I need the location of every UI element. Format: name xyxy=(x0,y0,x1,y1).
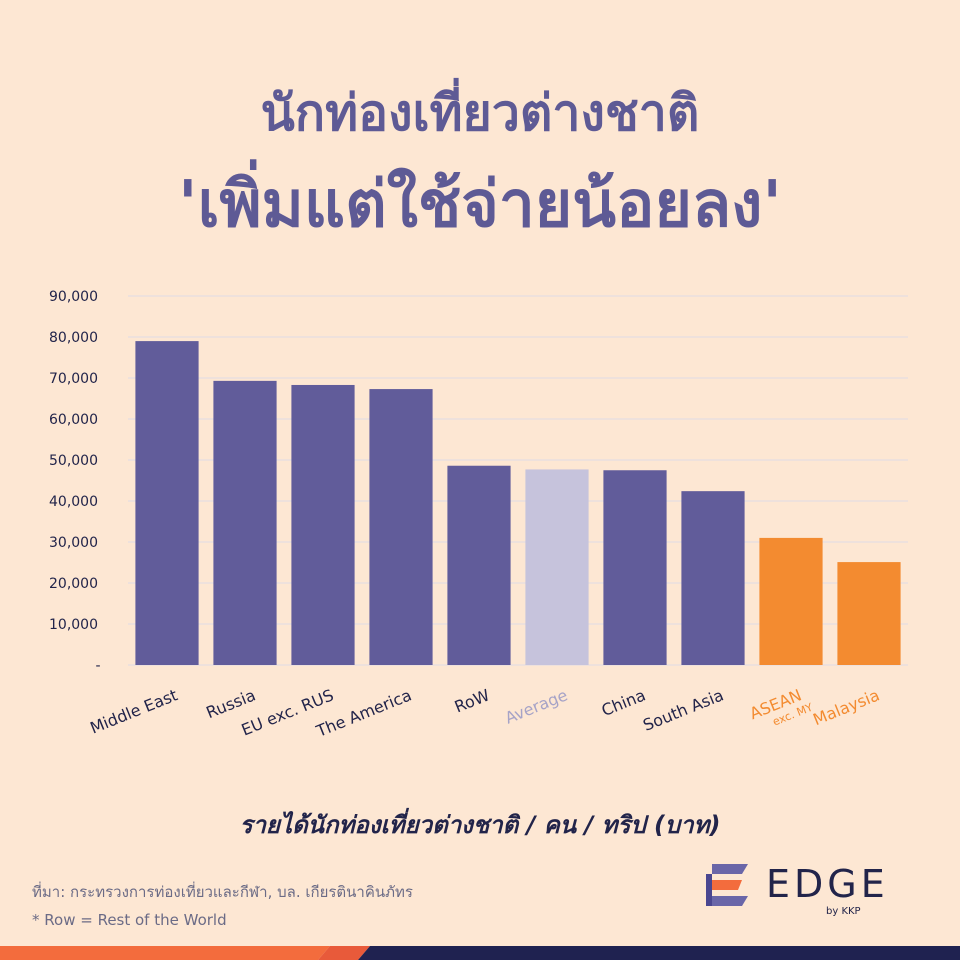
y-tick-label: 90,000 xyxy=(49,289,98,305)
x-label-group: Malaysia xyxy=(810,685,882,729)
y-tick-label: 50,000 xyxy=(49,453,98,469)
footnote: * Row = Rest of the World xyxy=(32,911,227,929)
x-tick-label: China xyxy=(599,685,648,720)
y-tick-label: 30,000 xyxy=(49,535,98,551)
x-label-group: South Asia xyxy=(640,685,726,735)
logo-wordmark: EDGE xyxy=(766,862,889,906)
bar-middle-east xyxy=(135,341,199,665)
y-tick-label: 60,000 xyxy=(49,412,98,428)
x-tick-label: South Asia xyxy=(640,685,726,735)
title-line-1: นักท่องเที่ยวต่างชาติ xyxy=(260,84,700,142)
bar-eu-exc-rus xyxy=(291,384,355,665)
bottom-stripe xyxy=(0,946,960,960)
edge-logo: EDGE by KKP xyxy=(704,860,904,920)
y-axis-ticks: - 10,000 20,000 30,000 40,000 50,000 60,000 70,… xyxy=(49,289,101,674)
x-tick-label: Average xyxy=(502,685,570,727)
y-tick-label: - xyxy=(95,658,100,674)
y-tick-label: 10,000 xyxy=(49,617,98,633)
logo-subtext: by KKP xyxy=(826,906,861,917)
chart-caption: รายได้นักท่องเที่ยวต่างชาติ / คน / ทริป … xyxy=(239,811,721,839)
bar-asean xyxy=(759,537,823,665)
x-tick-label: RoW xyxy=(452,685,493,716)
x-label-group: RoW xyxy=(452,685,493,716)
x-tick-label: Malaysia xyxy=(810,685,882,729)
x-label-group: Middle East xyxy=(87,685,180,737)
y-tick-label: 80,000 xyxy=(49,330,98,346)
bar-row xyxy=(447,465,511,665)
title-line-2: 'เพิ่มแต่ใช้จ่ายน้อยลง' xyxy=(177,168,783,242)
x-label-group: China xyxy=(599,685,648,720)
bar-chart: - 10,000 20,000 30,000 40,000 50,000 60,000 70,… xyxy=(49,289,908,741)
bar-south-asia xyxy=(681,491,745,665)
bar-the-america xyxy=(369,389,433,665)
y-tick-label: 40,000 xyxy=(49,494,98,510)
y-tick-label: 20,000 xyxy=(49,576,98,592)
y-tick-label: 70,000 xyxy=(49,371,98,387)
source-note: ที่มา: กระทรวงการท่องเที่ยวและกีฬา, บล. … xyxy=(32,883,413,901)
x-label-group: Average xyxy=(502,685,570,727)
bar-china xyxy=(603,470,667,665)
bars xyxy=(135,341,901,665)
x-tick-label: Middle East xyxy=(87,685,180,737)
bar-average xyxy=(525,469,589,665)
bar-russia xyxy=(213,380,277,665)
bar-malaysia xyxy=(837,562,901,665)
edge-logo-icon xyxy=(706,864,748,906)
